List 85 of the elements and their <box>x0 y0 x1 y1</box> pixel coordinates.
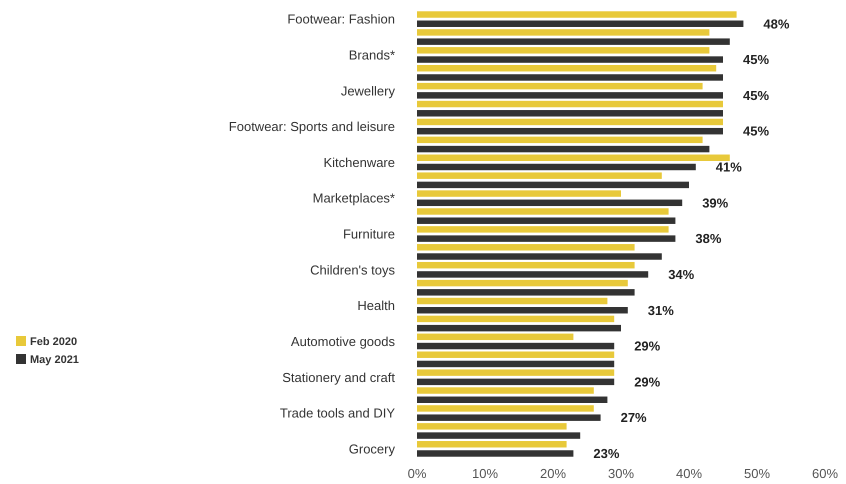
bar <box>417 128 723 134</box>
bar <box>417 74 723 81</box>
bar <box>417 387 594 394</box>
bar <box>417 289 635 296</box>
bar <box>417 324 621 332</box>
y-tick-label: Kitchenware <box>323 154 395 170</box>
data-label: 34% <box>668 266 695 282</box>
legend-label: Feb 2020 <box>30 336 78 348</box>
x-tick-label: 40% <box>676 466 702 481</box>
bar <box>417 226 669 233</box>
bar <box>417 316 614 322</box>
bar <box>417 369 614 376</box>
bar <box>417 432 580 439</box>
bar <box>417 307 628 314</box>
bar <box>417 334 574 340</box>
bar <box>417 423 567 430</box>
data-label: 39% <box>702 195 729 210</box>
bar <box>417 280 628 286</box>
data-label: 45% <box>743 52 770 68</box>
bar <box>417 82 703 90</box>
x-tick-label: 20% <box>540 466 566 481</box>
bar <box>417 217 676 224</box>
bar <box>417 154 730 161</box>
bar <box>417 164 696 170</box>
x-tick-label: 10% <box>472 466 498 481</box>
y-tick-label: Footwear: Sports and leisure <box>228 119 395 134</box>
bar <box>417 450 574 457</box>
y-tick-label: Automotive goods <box>290 334 396 349</box>
y-tick-label: Furniture <box>342 226 395 242</box>
data-label: 23% <box>593 446 620 462</box>
bar <box>417 200 682 206</box>
bar <box>417 208 669 215</box>
x-tick-label: 0% <box>408 466 427 481</box>
bar <box>417 235 676 242</box>
bar <box>417 56 723 63</box>
bar <box>417 110 723 117</box>
bar <box>417 441 567 448</box>
y-tick-label: Stationery and craft <box>282 370 396 385</box>
bar <box>417 262 635 268</box>
data-label: 38% <box>695 231 722 246</box>
y-tick-label: Marketplaces* <box>312 190 395 206</box>
x-tick-label: 30% <box>608 466 634 481</box>
bar <box>417 396 608 403</box>
data-label: 48% <box>763 16 790 32</box>
bar <box>417 100 723 108</box>
bar <box>417 146 710 152</box>
bar <box>417 65 716 72</box>
data-label: 29% <box>634 338 661 354</box>
bar <box>417 405 594 412</box>
y-tick-label: Brands* <box>348 47 395 62</box>
y-tick-label: Trade tools and DIY <box>280 406 396 421</box>
bar <box>417 172 662 179</box>
data-label: 31% <box>648 302 674 318</box>
bar <box>417 118 723 126</box>
y-tick-label: Children's toys <box>310 262 396 278</box>
legend-label: May 2021 <box>30 354 79 366</box>
bar <box>417 11 737 18</box>
data-label: 41% <box>716 160 742 175</box>
data-label: 45% <box>743 88 770 103</box>
data-label: 29% <box>634 374 661 390</box>
bar <box>417 414 601 421</box>
bar <box>417 136 703 144</box>
bar <box>417 29 710 36</box>
y-tick-label: Health <box>357 298 395 314</box>
x-tick-label: 50% <box>744 466 770 481</box>
bar <box>417 47 710 54</box>
bar <box>417 253 662 260</box>
bar <box>417 38 730 45</box>
bar <box>417 351 614 358</box>
bar <box>417 360 614 368</box>
bar <box>417 20 744 27</box>
y-tick-label: Jewellery <box>340 83 396 98</box>
bar <box>417 378 614 386</box>
data-label: 27% <box>620 410 648 426</box>
bar <box>417 244 635 251</box>
bar <box>417 92 723 99</box>
y-tick-label: Footwear: Fashion <box>287 12 395 27</box>
bar <box>417 182 689 188</box>
data-label: 45% <box>743 124 770 139</box>
x-tick-label: 60% <box>812 466 838 481</box>
y-tick-label: Grocery <box>348 441 396 456</box>
bar <box>417 342 614 350</box>
bar <box>417 190 621 197</box>
bar <box>417 271 648 278</box>
bar <box>417 298 608 304</box>
